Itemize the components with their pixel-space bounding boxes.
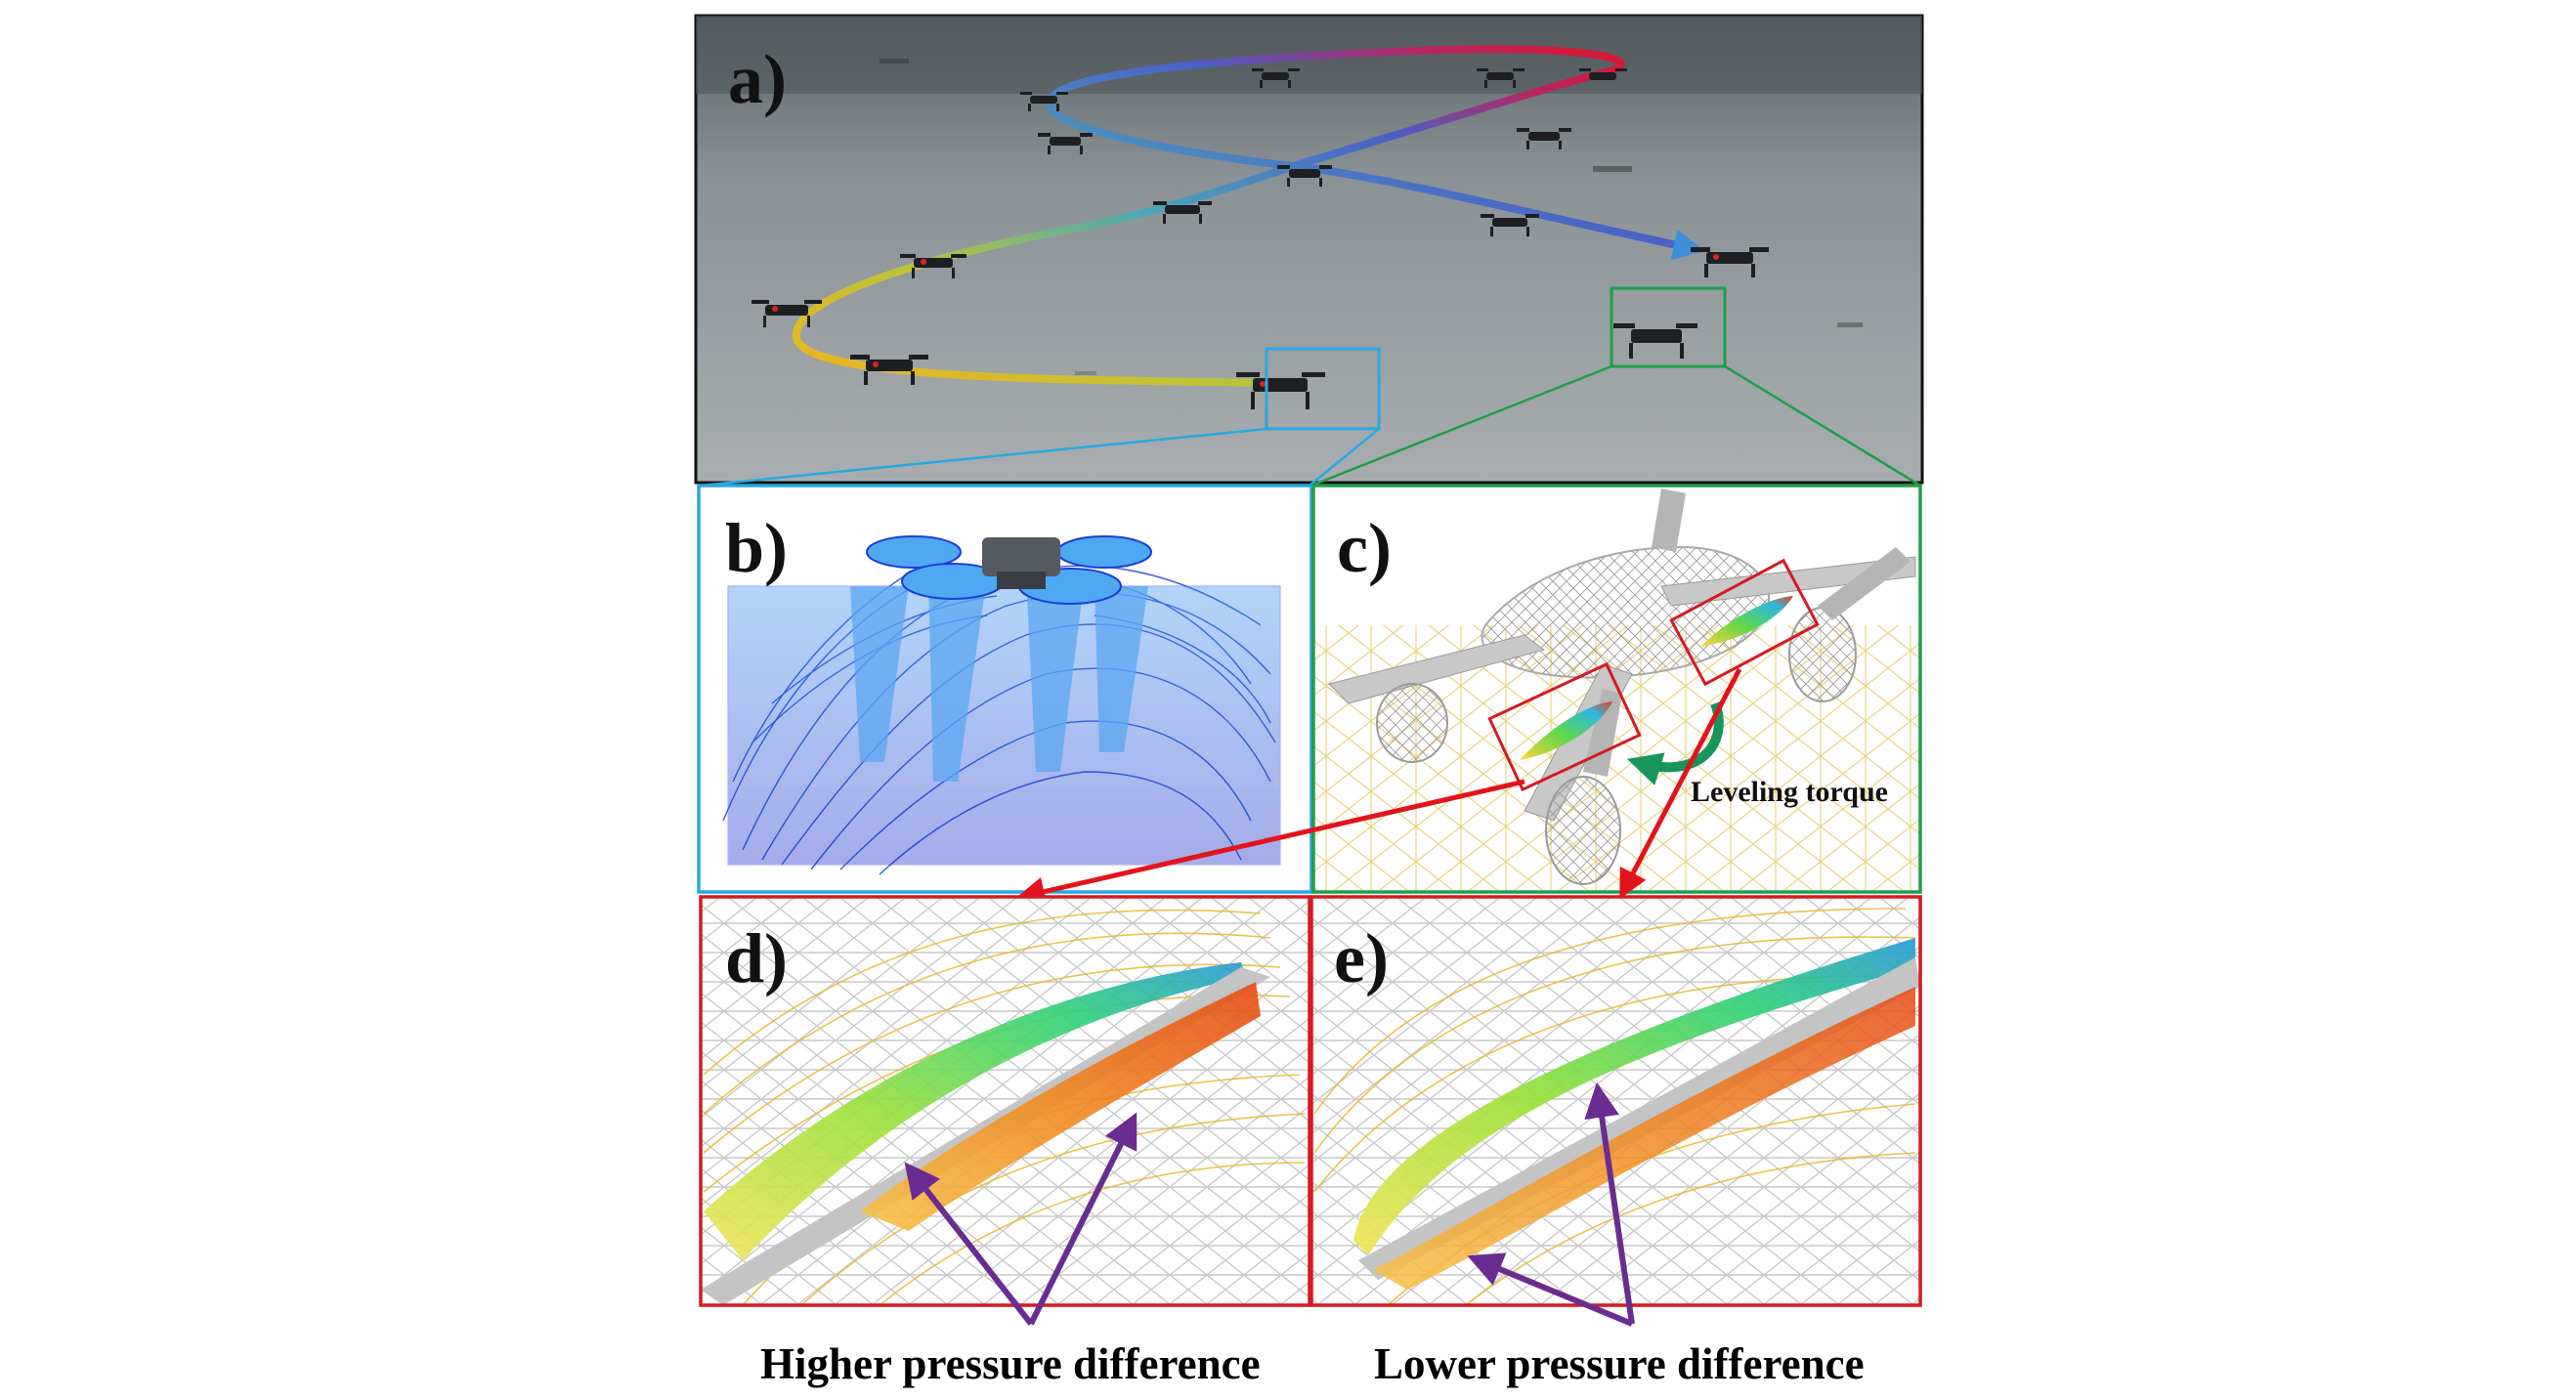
panel-c: Leveling torque c): [1311, 484, 1922, 894]
panel-a: a): [694, 14, 1924, 485]
drone-icons: [751, 68, 1769, 409]
caption-lower-pressure: Lower pressure difference: [1374, 1339, 1865, 1388]
panel-e: e): [1309, 895, 1922, 1327]
panel-d-label: d): [725, 919, 788, 997]
arrow-to-panel-e: [1619, 667, 1742, 900]
blade-box-left: [1487, 661, 1642, 792]
connector-green-right: [1724, 364, 1921, 488]
leveling-torque-label: Leveling torque: [1691, 776, 1888, 808]
streamlines-dense: [727, 585, 1281, 866]
rotor-columns: [850, 576, 1148, 782]
panel-c-label: c): [1337, 509, 1392, 587]
lower-flow-band-e: [1373, 987, 1915, 1290]
panel-d-frame: [699, 895, 1311, 1307]
purple-arrow-d2: [1028, 1112, 1138, 1326]
purple-arrow-e2: [1467, 1252, 1634, 1327]
panel-e-label: e): [1334, 919, 1389, 997]
panel-a-label: a): [728, 40, 787, 118]
connector-blue-left: [700, 427, 1267, 488]
purple-arrow-d1: [904, 1162, 1034, 1326]
connector-green-left: [1310, 364, 1612, 488]
panel-e-frame: [1309, 895, 1922, 1307]
blade-profile-e: [1358, 957, 1920, 1280]
panel-b-frame: [697, 484, 1313, 894]
blade-sections: [1520, 596, 1793, 760]
upper-flow-band-e: [1353, 938, 1915, 1255]
drone-model: [866, 535, 1152, 605]
caption-higher-pressure: Higher pressure difference: [760, 1339, 1261, 1388]
connector-blue-right: [1309, 428, 1380, 487]
drone-mesh: [1328, 488, 1916, 885]
torque-arrow: [1626, 701, 1724, 785]
zoom-box-blue: [1265, 347, 1381, 431]
panel-c-frame: [1311, 484, 1922, 894]
panel-b-label: b): [725, 509, 788, 587]
panel-b: b): [697, 484, 1313, 894]
arrow-to-panel-d: [1015, 779, 1525, 907]
upper-flow-band: [704, 962, 1246, 1260]
purple-arrow-e1: [1584, 1082, 1635, 1325]
zoom-box-green: [1610, 286, 1727, 368]
lower-flow-band: [860, 982, 1261, 1231]
blade-box-right: [1669, 558, 1820, 687]
panel-d: d): [699, 895, 1311, 1326]
